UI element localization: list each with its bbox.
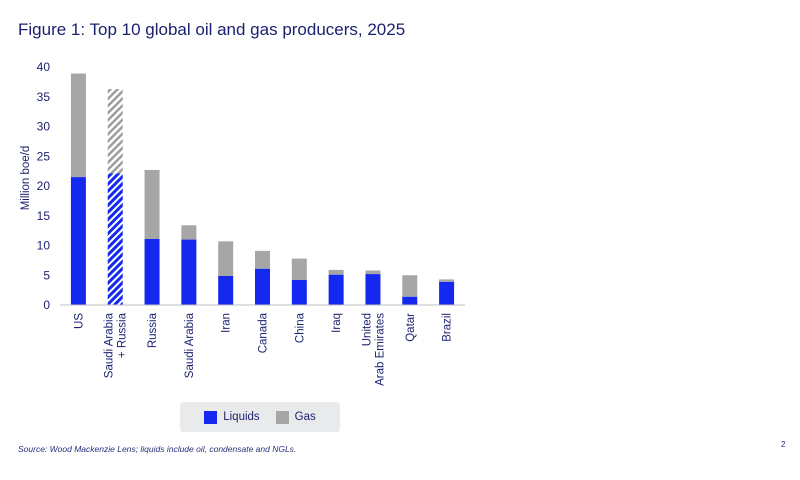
x-tick-label: US xyxy=(73,313,85,329)
bar-gas-brazil xyxy=(439,279,455,282)
x-tick-label-line: + Russia xyxy=(117,312,129,358)
x-tick-label: China xyxy=(294,312,306,343)
x-tick-label: Iraq xyxy=(331,313,343,333)
liquids-swatch xyxy=(204,410,218,424)
legend-item-gas: Gas xyxy=(275,410,316,424)
bar-gas-china xyxy=(291,258,307,281)
source-note: Source: Wood Mackenzie Lens; liquids inc… xyxy=(18,444,297,454)
legend-item-liquids: Liquids xyxy=(204,410,260,424)
x-tick-label-line: US xyxy=(73,313,85,329)
y-tick-label: 35 xyxy=(37,90,51,104)
bar-liquids-united-arab-emirates xyxy=(365,274,381,305)
legend-label-liquids: Liquids xyxy=(223,411,260,423)
bar-liquids-qatar xyxy=(402,296,418,305)
bar-liquids-saudi-arabia xyxy=(181,239,197,305)
bar-liquids-iraq xyxy=(328,274,344,305)
x-tick-label-line: Canada xyxy=(258,312,270,353)
x-tick-label-line: Iran xyxy=(221,313,233,333)
x-tick-label-line: Saudi Arabia xyxy=(184,312,196,378)
x-tick-label: Saudi Arabia + Russia xyxy=(104,312,129,378)
bar-liquids-canada xyxy=(255,268,270,305)
y-tick-label: 0 xyxy=(43,298,50,312)
bar-gas-canada xyxy=(255,250,270,269)
bar-liquids-russia xyxy=(144,238,160,305)
x-tick-label: Saudi Arabia xyxy=(184,312,196,378)
bar-gas-iran xyxy=(218,241,234,276)
bars-layer xyxy=(70,73,455,305)
y-tick-label: 10 xyxy=(37,239,51,253)
x-tick-label-line: China xyxy=(294,312,306,343)
bar-gas-russia xyxy=(144,169,160,239)
bar-gas-saudi-arabia-russia xyxy=(107,89,123,174)
bar-liquids-brazil xyxy=(439,281,455,305)
bar-gas-saudi-arabia xyxy=(181,225,197,240)
x-tick-label-line: Iraq xyxy=(331,313,343,333)
x-tick-label: Qatar xyxy=(405,313,417,342)
y-tick-label: 30 xyxy=(37,120,51,134)
bar-liquids-china xyxy=(291,280,307,305)
x-tick-label-line: United xyxy=(361,313,373,346)
legend-label-gas: Gas xyxy=(294,411,316,423)
y-tick-label: 20 xyxy=(37,179,51,193)
bar-gas-us xyxy=(70,73,86,178)
bar-gas-qatar xyxy=(402,275,418,297)
bar-liquids-iran xyxy=(218,275,234,305)
gas-swatch xyxy=(275,410,289,424)
x-tick-label-line: Saudi Arabia xyxy=(104,312,116,378)
x-tick-label-line: Brazil xyxy=(442,313,454,342)
x-tick-label: Canada xyxy=(258,312,270,353)
x-tick-label-line: Arab Emirates xyxy=(374,313,386,386)
x-tick-label: Russia xyxy=(147,312,159,348)
x-tick-label-line: Russia xyxy=(147,312,159,348)
y-tick-label: 5 xyxy=(43,268,50,282)
bar-gas-united-arab-emirates xyxy=(365,270,381,275)
x-tick-label: United Arab Emirates xyxy=(361,313,386,386)
legend: Liquids Gas xyxy=(180,402,340,432)
x-tick-label: Iran xyxy=(221,313,233,333)
bar-liquids-us xyxy=(70,177,86,305)
y-axis-label: Million boe/d xyxy=(20,146,32,211)
bar-liquids-saudi-arabia-russia xyxy=(107,173,123,305)
bar-gas-iraq xyxy=(328,269,344,275)
figure-title: Figure 1: Top 10 global oil and gas prod… xyxy=(18,20,406,39)
x-tick-label-line: Qatar xyxy=(405,313,417,342)
page-number: 2 xyxy=(781,440,786,449)
y-axis: 0 5 10 15 20 25 30 35 40 xyxy=(37,60,51,312)
y-tick-label: 15 xyxy=(37,209,51,223)
y-tick-label: 25 xyxy=(37,149,51,163)
x-axis: US Saudi Arabia + Russia Russia Saudi Arabia… xyxy=(60,304,465,386)
y-tick-label: 40 xyxy=(37,60,51,74)
x-tick-label: Brazil xyxy=(442,313,454,342)
